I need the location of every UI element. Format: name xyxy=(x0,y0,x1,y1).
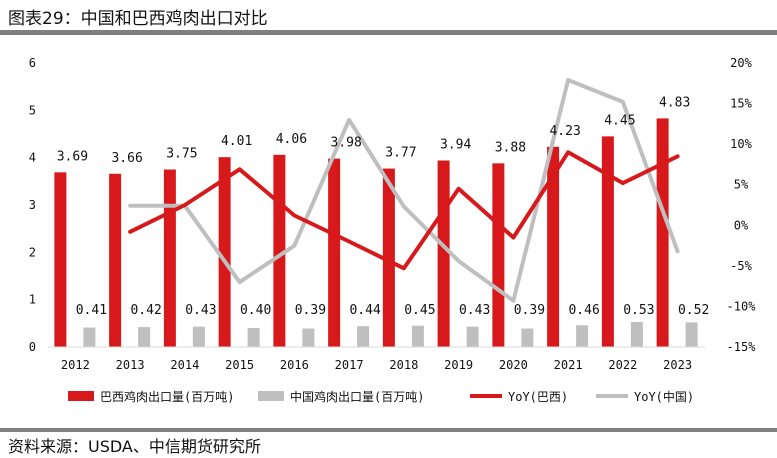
x-tick-label: 2023 xyxy=(663,358,692,372)
x-tick-label: 2020 xyxy=(499,358,528,372)
right-y-axis: -15% -10% -5% 0% 5% 10% 15% 20% xyxy=(727,56,757,354)
brazil-value-label: 3.66 xyxy=(111,151,142,166)
source-rule xyxy=(0,428,777,432)
right-y-tick: 15% xyxy=(730,97,752,111)
china-value-label: 0.42 xyxy=(130,303,161,318)
brazil-bar xyxy=(218,157,231,347)
brazil-value-labels: 3.69 3.66 3.75 4.01 4.06 3.98 3.77 3.94 3.88 4.23… xyxy=(57,95,691,165)
x-tick-label: 2018 xyxy=(389,358,418,372)
china-bar xyxy=(685,322,698,347)
brazil-value-label: 3.88 xyxy=(495,140,526,155)
china-value-label: 0.41 xyxy=(76,303,107,318)
brazil-value-label: 4.45 xyxy=(604,113,635,128)
x-tick-label: 2015 xyxy=(225,358,254,372)
title-underline xyxy=(0,30,777,35)
china-bar-series xyxy=(83,321,698,347)
x-tick-label: 2013 xyxy=(116,358,145,372)
china-bar xyxy=(630,321,643,347)
brazil-bar xyxy=(109,173,122,347)
left-y-tick: 6 xyxy=(29,56,36,70)
china-value-label: 0.39 xyxy=(514,303,545,318)
china-bar xyxy=(357,326,370,347)
brazil-value-label: 4.06 xyxy=(276,132,307,147)
left-y-axis: 0 1 2 3 4 5 6 xyxy=(29,56,36,354)
china-value-label: 0.52 xyxy=(678,303,709,318)
right-y-tick: 5% xyxy=(734,178,749,192)
china-bar xyxy=(192,326,205,347)
chart-legend: 巴西鸡肉出口量(百万吨) 中国鸡肉出口量(百万吨) YoY(巴西) YoY(中国) xyxy=(68,389,694,404)
china-bar xyxy=(302,328,315,347)
china-bar xyxy=(247,328,260,347)
china-bar xyxy=(138,327,151,347)
brazil-value-label: 4.23 xyxy=(549,124,580,139)
x-tick-label: 2019 xyxy=(444,358,473,372)
x-tick-label: 2016 xyxy=(280,358,309,372)
china-bar xyxy=(466,326,479,347)
china-value-label: 0.43 xyxy=(185,303,216,318)
left-y-tick: 5 xyxy=(29,103,36,117)
china-value-label: 0.43 xyxy=(459,303,490,318)
source-note: 资料来源：USDA、中信期货研究所 xyxy=(8,437,261,456)
brazil-bar xyxy=(601,136,614,347)
china-value-label: 0.40 xyxy=(240,303,271,318)
brazil-value-label: 3.77 xyxy=(385,146,416,161)
brazil-value-label: 4.83 xyxy=(659,95,690,110)
yoy-china-line xyxy=(128,78,680,303)
legend-china-bar-swatch xyxy=(258,391,284,401)
china-bar xyxy=(83,327,96,347)
right-y-tick: 0% xyxy=(734,218,749,232)
left-y-tick: 2 xyxy=(29,245,36,259)
legend-brazil-bar-swatch xyxy=(68,391,94,401)
brazil-value-label: 3.75 xyxy=(166,147,197,162)
legend-label: 巴西鸡肉出口量(百万吨) xyxy=(100,389,234,404)
yoy-line-series xyxy=(128,78,680,303)
brazil-bar xyxy=(328,158,341,347)
right-y-tick: 20% xyxy=(730,56,752,70)
x-tick-label: 2014 xyxy=(170,358,199,372)
brazil-value-label: 3.69 xyxy=(57,149,88,164)
brazil-bar xyxy=(163,169,176,347)
left-y-tick: 0 xyxy=(29,340,36,354)
chart-title: 图表29：中国和巴西鸡肉出口对比 xyxy=(8,9,268,29)
brazil-bar-series xyxy=(54,118,669,347)
x-tick-label: 2017 xyxy=(335,358,364,372)
china-value-labels: 0.41 0.42 0.43 0.40 0.39 0.44 0.45 0.43 0.39 0.46… xyxy=(76,303,710,318)
legend-label: 中国鸡肉出口量(百万吨) xyxy=(290,389,424,404)
brazil-value-label: 3.98 xyxy=(330,136,361,151)
brazil-bar xyxy=(656,118,669,347)
china-bar xyxy=(411,325,424,347)
right-y-tick: -15% xyxy=(727,340,757,354)
brazil-bar xyxy=(547,146,560,347)
right-y-tick: 10% xyxy=(730,137,752,151)
brazil-value-label: 3.94 xyxy=(440,138,471,153)
china-value-label: 0.39 xyxy=(295,303,326,318)
left-y-tick: 1 xyxy=(29,293,36,307)
china-bar xyxy=(521,328,534,347)
brazil-bar xyxy=(437,160,450,347)
x-tick-label: 2022 xyxy=(608,358,637,372)
brazil-bar xyxy=(54,172,67,347)
x-tick-label: 2021 xyxy=(554,358,583,372)
left-y-tick: 3 xyxy=(29,198,36,212)
yoy-brazil-line xyxy=(128,150,680,271)
brazil-value-label: 4.01 xyxy=(221,134,252,149)
china-value-label: 0.45 xyxy=(404,303,435,318)
legend-label: YoY(巴西) xyxy=(508,390,568,404)
brazil-bar xyxy=(382,168,395,347)
china-value-label: 0.46 xyxy=(568,303,599,318)
china-bar xyxy=(576,325,589,347)
right-y-tick: -10% xyxy=(727,299,757,313)
brazil-bar xyxy=(492,163,505,347)
legend-label: YoY(中国) xyxy=(634,389,694,404)
x-tick-label: 2012 xyxy=(61,358,90,372)
china-value-label: 0.53 xyxy=(623,303,654,318)
right-y-tick: -5% xyxy=(730,259,752,273)
x-axis: 2012 2013 2014 2015 2016 2017 2018 2019 2020 2021… xyxy=(61,358,692,372)
china-value-label: 0.44 xyxy=(349,303,380,318)
left-y-tick: 4 xyxy=(29,151,36,165)
